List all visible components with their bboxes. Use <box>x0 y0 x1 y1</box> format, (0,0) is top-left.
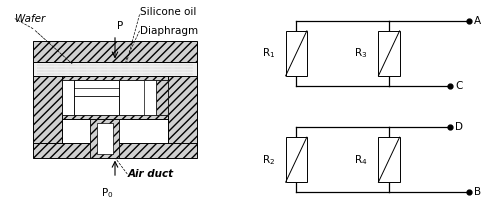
Text: R$_4$: R$_4$ <box>354 153 368 167</box>
Bar <box>378 137 400 182</box>
Bar <box>156 80 168 115</box>
Bar <box>286 137 307 182</box>
Bar <box>144 80 156 115</box>
Text: Silicone oil: Silicone oil <box>140 7 196 17</box>
Bar <box>96 123 113 154</box>
Bar <box>168 62 197 147</box>
Bar <box>33 62 197 76</box>
Bar <box>74 80 119 96</box>
Text: A: A <box>474 16 481 26</box>
Text: Diaphragm: Diaphragm <box>140 26 198 36</box>
Text: P$_0$: P$_0$ <box>100 186 113 200</box>
Bar <box>286 31 307 76</box>
Bar <box>74 80 119 115</box>
Bar <box>62 76 168 119</box>
Bar <box>378 31 400 76</box>
Text: P: P <box>117 21 123 31</box>
Text: R$_1$: R$_1$ <box>262 46 275 60</box>
Bar <box>33 62 62 147</box>
Text: D: D <box>455 122 463 132</box>
Text: Air duct: Air duct <box>128 169 174 179</box>
Text: B: B <box>474 187 481 197</box>
Text: C: C <box>455 81 462 91</box>
Bar <box>90 119 119 158</box>
Bar <box>33 143 197 158</box>
Bar <box>119 80 168 115</box>
Bar <box>33 41 197 62</box>
Text: Wafer: Wafer <box>15 14 45 24</box>
Text: R$_2$: R$_2$ <box>262 153 275 167</box>
Bar <box>62 80 74 115</box>
Text: R$_3$: R$_3$ <box>354 46 368 60</box>
